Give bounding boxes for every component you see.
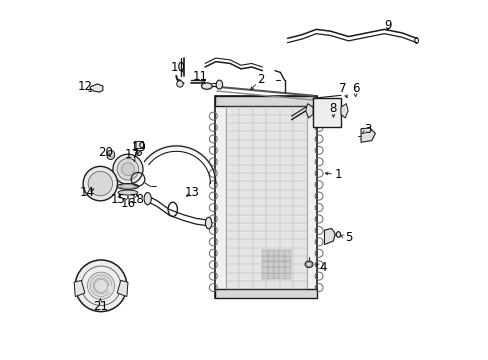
Circle shape <box>87 272 115 300</box>
Circle shape <box>176 81 183 87</box>
Bar <box>262 261 267 267</box>
Bar <box>215 289 317 298</box>
Text: 21: 21 <box>93 300 108 313</box>
Bar <box>312 98 340 127</box>
Polygon shape <box>340 104 347 118</box>
Ellipse shape <box>336 231 340 237</box>
Bar <box>279 267 285 273</box>
Circle shape <box>113 154 142 184</box>
Ellipse shape <box>201 83 212 89</box>
Circle shape <box>75 260 126 312</box>
Circle shape <box>117 158 139 180</box>
Bar <box>285 250 290 256</box>
Bar <box>285 256 290 261</box>
Polygon shape <box>74 280 85 297</box>
Bar <box>267 250 273 256</box>
Bar <box>267 261 273 267</box>
Text: 16: 16 <box>120 197 135 210</box>
Text: 20: 20 <box>98 145 113 158</box>
Text: 1: 1 <box>334 168 342 181</box>
Bar <box>225 107 306 289</box>
Bar <box>273 273 279 279</box>
Text: 4: 4 <box>319 261 326 274</box>
Bar <box>273 250 279 256</box>
Bar <box>279 273 285 279</box>
Ellipse shape <box>144 193 151 205</box>
Polygon shape <box>90 84 102 92</box>
Polygon shape <box>305 104 312 118</box>
Text: 3: 3 <box>364 123 371 136</box>
Bar <box>273 261 279 267</box>
Text: 7: 7 <box>339 82 346 95</box>
Ellipse shape <box>106 150 115 159</box>
Ellipse shape <box>117 184 139 189</box>
Text: 14: 14 <box>79 186 94 199</box>
Ellipse shape <box>136 150 142 156</box>
Bar <box>279 250 285 256</box>
Text: 5: 5 <box>344 231 351 244</box>
Circle shape <box>83 166 117 201</box>
Bar <box>285 267 290 273</box>
Bar <box>279 261 285 267</box>
Text: 19: 19 <box>131 141 146 154</box>
Bar <box>267 256 273 261</box>
Ellipse shape <box>118 190 138 195</box>
Bar <box>285 261 290 267</box>
Polygon shape <box>324 228 335 244</box>
Text: 11: 11 <box>192 69 207 82</box>
Text: 9: 9 <box>384 19 391 32</box>
Bar <box>267 267 273 273</box>
Bar <box>262 273 267 279</box>
Text: 6: 6 <box>351 82 359 95</box>
Text: 12: 12 <box>77 80 92 93</box>
Ellipse shape <box>205 217 211 229</box>
Circle shape <box>121 163 134 176</box>
Bar <box>273 256 279 261</box>
Bar <box>262 256 267 261</box>
Polygon shape <box>117 280 128 297</box>
Text: 13: 13 <box>184 186 200 199</box>
Polygon shape <box>360 128 375 142</box>
Text: 2: 2 <box>256 73 264 86</box>
Text: 18: 18 <box>129 193 144 206</box>
Text: 10: 10 <box>170 60 185 73</box>
Text: 15: 15 <box>111 193 125 206</box>
Bar <box>273 267 279 273</box>
Bar <box>279 256 285 261</box>
Bar <box>262 267 267 273</box>
Bar <box>285 273 290 279</box>
Ellipse shape <box>216 80 222 89</box>
Bar <box>134 141 142 148</box>
Ellipse shape <box>305 261 312 267</box>
Bar <box>215 96 317 298</box>
Circle shape <box>88 171 112 196</box>
Bar <box>267 273 273 279</box>
Bar <box>262 250 267 256</box>
Text: 17: 17 <box>124 148 140 161</box>
Text: 8: 8 <box>329 102 336 115</box>
Bar <box>215 96 317 107</box>
